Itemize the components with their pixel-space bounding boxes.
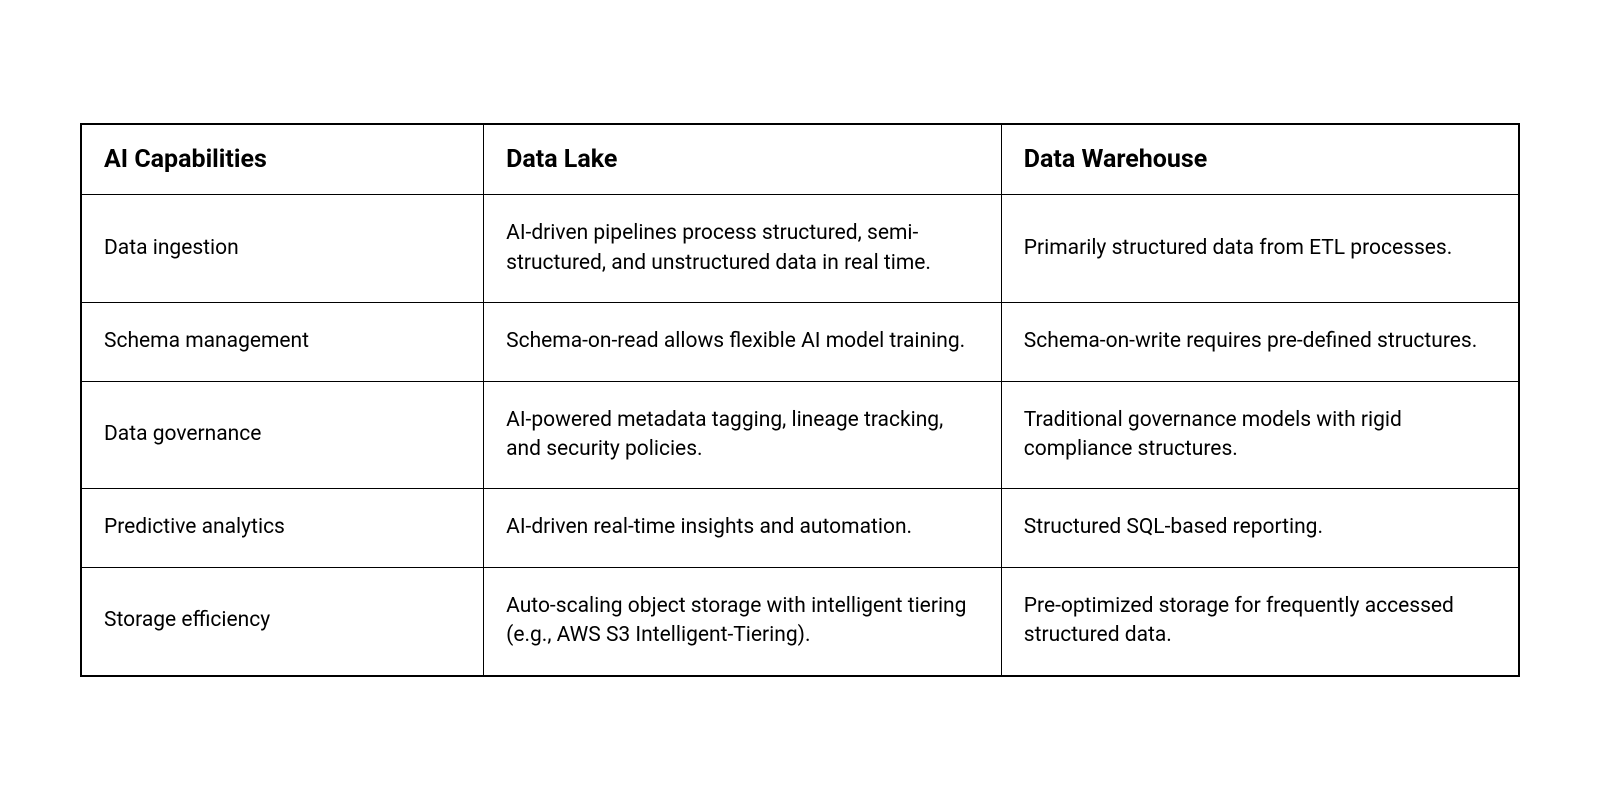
column-header-datalake: Data Lake <box>484 124 1002 195</box>
cell-capability: Data ingestion <box>81 195 484 303</box>
table-row: Data ingestion AI-driven pipelines proce… <box>81 195 1519 303</box>
cell-datawarehouse: Primarily structured data from ETL proce… <box>1001 195 1519 303</box>
table-header-row: AI Capabilities Data Lake Data Warehouse <box>81 124 1519 195</box>
table-row: Storage efficiency Auto-scaling object s… <box>81 567 1519 675</box>
cell-capability: Data governance <box>81 381 484 489</box>
cell-datalake: Schema-on-read allows flexible AI model … <box>484 303 1002 381</box>
cell-datawarehouse: Schema-on-write requires pre-defined str… <box>1001 303 1519 381</box>
table-row: Data governance AI-powered metadata tagg… <box>81 381 1519 489</box>
cell-datawarehouse: Pre-optimized storage for frequently acc… <box>1001 567 1519 675</box>
cell-datalake: Auto-scaling object storage with intelli… <box>484 567 1002 675</box>
table-row: Predictive analytics AI-driven real-time… <box>81 489 1519 567</box>
cell-datawarehouse: Structured SQL-based reporting. <box>1001 489 1519 567</box>
column-header-capability: AI Capabilities <box>81 124 484 195</box>
cell-datalake: AI-powered metadata tagging, lineage tra… <box>484 381 1002 489</box>
cell-capability: Storage efficiency <box>81 567 484 675</box>
table-row: Schema management Schema-on-read allows … <box>81 303 1519 381</box>
cell-datawarehouse: Traditional governance models with rigid… <box>1001 381 1519 489</box>
cell-capability: Schema management <box>81 303 484 381</box>
comparison-table: AI Capabilities Data Lake Data Warehouse… <box>80 123 1520 676</box>
cell-datalake: AI-driven real-time insights and automat… <box>484 489 1002 567</box>
cell-datalake: AI-driven pipelines process structured, … <box>484 195 1002 303</box>
table-body: Data ingestion AI-driven pipelines proce… <box>81 195 1519 676</box>
cell-capability: Predictive analytics <box>81 489 484 567</box>
column-header-datawarehouse: Data Warehouse <box>1001 124 1519 195</box>
table-header: AI Capabilities Data Lake Data Warehouse <box>81 124 1519 195</box>
